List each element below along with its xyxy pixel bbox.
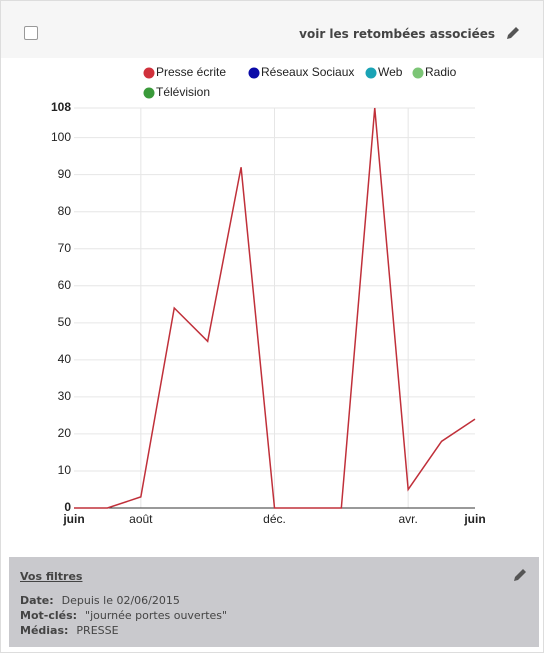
edit-icon[interactable] [512, 567, 528, 583]
y-tick-label: 100 [51, 130, 71, 144]
legend-label: Réseaux Sociaux [261, 65, 354, 79]
filter-value: PRESSE [76, 624, 119, 637]
filter-row: Médias: PRESSE [20, 624, 119, 637]
y-tick-label: 60 [58, 278, 72, 292]
legend-marker [143, 67, 155, 79]
legend-marker [365, 67, 377, 79]
y-tick-label: 90 [58, 167, 72, 181]
x-tick-label: déc. [263, 512, 286, 526]
filter-label: Mot-clés: [20, 609, 78, 622]
legend-label: Presse écrite [156, 65, 226, 79]
legend-label: Radio [425, 65, 457, 79]
y-tick-label: 50 [58, 315, 72, 329]
checkbox[interactable] [24, 26, 38, 40]
x-tick-label: avr. [398, 512, 417, 526]
legend-marker [412, 67, 424, 79]
edit-icon[interactable] [505, 25, 521, 41]
filter-label: Médias: [20, 624, 69, 637]
y-tick-label: 10 [58, 463, 72, 477]
filter-row: Date: Depuis le 02/06/2015 [20, 594, 180, 607]
y-tick-label: 108 [51, 100, 71, 114]
y-tick-label: 80 [58, 204, 72, 218]
filters-title: Vos filtres [20, 570, 83, 583]
line-series [74, 107, 476, 509]
chart: Presse écrite Réseaux Sociaux Web Radio Télé… [51, 65, 486, 526]
link[interactable]: voir les retombées associées [299, 27, 495, 41]
toolbar: voir les retombées associées [1, 1, 543, 58]
y-tick-label: 70 [58, 241, 72, 255]
y-tick-label: 30 [58, 389, 72, 403]
legend-label: Web [378, 65, 403, 79]
y-tick-label: 40 [58, 352, 72, 366]
y-tick-label: 20 [58, 426, 72, 440]
x-tick-label: juin [463, 512, 485, 526]
x-tick-label: août [129, 512, 153, 526]
legend-label: Télévision [156, 85, 210, 99]
filter-value: Depuis le 02/06/2015 [61, 594, 180, 607]
filter-row: Mot-clés: "journée portes ouvertes" [20, 609, 227, 622]
filter-label: Date: [20, 594, 54, 607]
x-tick-label: juin [62, 512, 84, 526]
legend-marker [143, 87, 155, 99]
y-tick-label: 0 [64, 500, 71, 514]
filter-value: "journée portes ouvertes" [85, 609, 228, 622]
legend-marker [248, 67, 260, 79]
filters-panel: Vos filtres Date: Depuis le 02/06/2015 Mot… [9, 557, 539, 647]
